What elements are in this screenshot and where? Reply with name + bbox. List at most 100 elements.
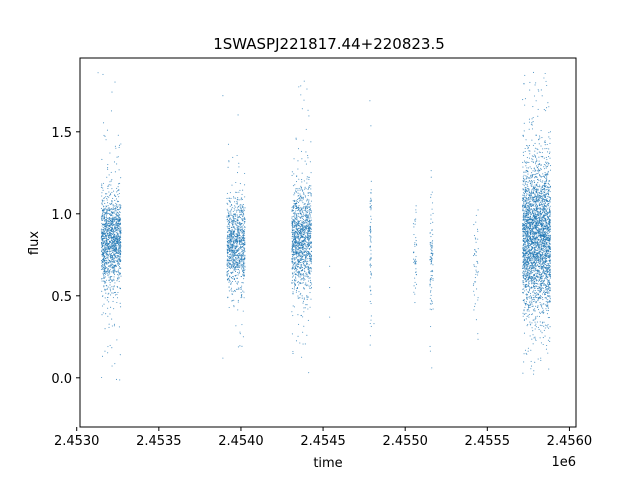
data-point <box>228 199 230 201</box>
data-point <box>527 248 529 250</box>
data-point <box>231 252 233 254</box>
data-point <box>293 216 296 218</box>
data-point <box>226 192 228 194</box>
data-point <box>293 251 295 253</box>
data-point <box>104 224 106 226</box>
data-point <box>236 230 239 232</box>
data-point <box>228 248 230 250</box>
data-point <box>101 209 103 211</box>
data-point <box>294 218 296 220</box>
data-point <box>310 194 312 196</box>
data-point <box>310 200 312 202</box>
data-point <box>114 254 116 256</box>
data-point <box>295 291 297 293</box>
data-point <box>525 245 527 247</box>
data-point <box>113 270 115 272</box>
data-point <box>527 212 529 214</box>
data-point <box>292 275 294 277</box>
data-point <box>111 208 113 210</box>
data-point <box>226 273 228 275</box>
data-point <box>308 211 310 213</box>
data-point <box>233 207 235 209</box>
data-point <box>228 254 231 256</box>
data-point <box>105 212 107 214</box>
data-point <box>308 176 310 178</box>
data-point <box>236 283 239 285</box>
data-point <box>109 242 111 244</box>
data-point <box>309 277 311 279</box>
data-point <box>116 213 118 215</box>
data-point <box>110 256 113 259</box>
data-point <box>310 285 312 287</box>
data-point <box>431 287 433 289</box>
data-point <box>296 255 298 257</box>
data-point <box>302 220 304 223</box>
data-point <box>242 212 244 214</box>
data-point <box>114 235 116 237</box>
data-point <box>310 224 312 226</box>
data-point <box>430 244 432 246</box>
data-point <box>102 242 105 244</box>
data-point <box>307 202 309 204</box>
data-point <box>306 228 308 230</box>
data-point <box>101 290 103 292</box>
data-point <box>542 203 544 206</box>
data-point <box>113 227 116 229</box>
data-point <box>240 292 242 294</box>
data-point <box>293 205 295 207</box>
data-point <box>295 289 298 291</box>
data-point <box>117 270 119 272</box>
data-point <box>309 207 311 209</box>
data-point <box>291 240 293 242</box>
data-point <box>119 243 121 245</box>
data-point <box>115 205 117 207</box>
data-point <box>235 252 237 254</box>
data-point <box>101 262 103 264</box>
data-point <box>310 222 312 224</box>
data-point <box>233 214 235 216</box>
data-point <box>232 300 234 302</box>
data-point <box>232 265 234 267</box>
data-point <box>110 230 112 232</box>
data-point <box>304 271 306 273</box>
data-point <box>545 110 547 112</box>
data-point <box>107 168 109 170</box>
data-point <box>119 218 121 220</box>
data-point <box>106 229 108 231</box>
data-point <box>239 258 241 261</box>
data-point <box>118 183 120 185</box>
data-point <box>226 215 228 217</box>
data-point <box>100 207 103 210</box>
data-point <box>235 288 237 290</box>
data-point <box>106 267 108 269</box>
data-point <box>303 251 305 253</box>
data-point <box>299 294 301 296</box>
data-point <box>292 246 294 248</box>
data-point <box>296 207 298 210</box>
data-point <box>301 172 303 174</box>
data-point <box>238 261 240 263</box>
data-point <box>116 156 118 158</box>
data-point <box>303 264 305 266</box>
data-point <box>302 263 305 265</box>
data-point <box>116 274 118 276</box>
data-point <box>305 206 308 208</box>
data-point <box>537 108 539 110</box>
data-point <box>116 280 118 282</box>
data-point <box>103 209 105 211</box>
data-point <box>101 195 103 197</box>
data-point <box>291 311 293 313</box>
data-point <box>547 195 549 197</box>
data-point <box>525 303 527 305</box>
data-point <box>529 300 531 302</box>
data-point <box>430 170 432 172</box>
data-point <box>233 216 235 218</box>
data-point <box>291 262 293 264</box>
data-point <box>369 100 371 102</box>
data-point <box>541 181 543 183</box>
data-point <box>240 247 242 249</box>
data-point <box>112 237 114 239</box>
data-point <box>302 233 304 235</box>
data-point <box>100 186 102 188</box>
data-point <box>108 174 110 176</box>
